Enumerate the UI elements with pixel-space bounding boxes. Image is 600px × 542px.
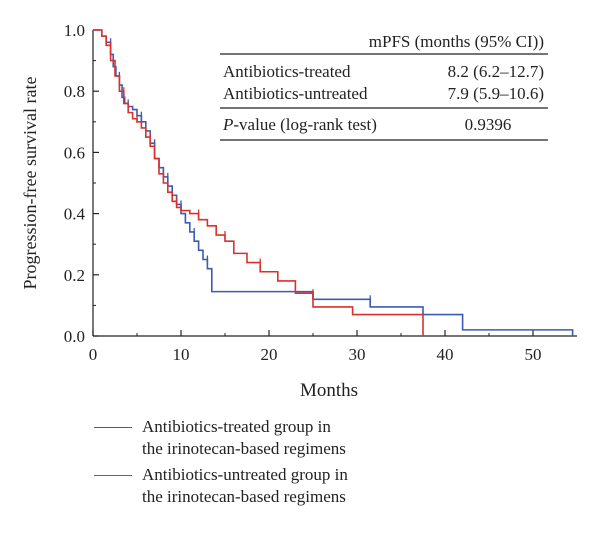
y-tick-label: 0.8 <box>64 82 85 101</box>
y-tick-label: 0.0 <box>64 327 85 346</box>
legend-label-untreated-line1: Antibiotics-untreated group in <box>142 465 348 484</box>
legend-label-treated-line2: the irinotecan-based regimens <box>142 439 346 458</box>
pvalue-value: 0.9396 <box>465 115 512 134</box>
x-tick-label: 50 <box>525 345 542 364</box>
y-tick-label: 0.6 <box>64 143 85 162</box>
table-row-value: 7.9 (5.9–10.6) <box>448 84 544 103</box>
x-tick-label: 20 <box>261 345 278 364</box>
legend-item-untreated: Antibiotics-untreated group in the irino… <box>94 464 348 508</box>
survival-chart: 0.0 0.2 0.4 0.6 0.8 1.0 0 10 20 30 40 50 Months Progr… <box>20 21 577 401</box>
pvalue-label-rest: -value (log-rank test) <box>233 115 377 134</box>
pvalue-label: P-value (log-rank test) <box>222 115 377 134</box>
x-tick-label: 10 <box>173 345 190 364</box>
legend: Antibiotics-treated group in the irinote… <box>94 416 348 512</box>
legend-label-treated-line1: Antibiotics-treated group in <box>142 417 331 436</box>
x-tick-label: 0 <box>89 345 98 364</box>
pvalue-label-italic: P <box>222 115 233 134</box>
table-row-label: Antibiotics-untreated <box>223 84 368 103</box>
series-group <box>93 29 574 336</box>
table-header: mPFS (months (95% CI)) <box>369 32 544 51</box>
y-axis-label: Progression-free survival rate <box>20 77 40 290</box>
y-tick-label: 0.4 <box>64 205 86 224</box>
y-tick-label: 1.0 <box>64 21 85 40</box>
legend-item-treated: Antibiotics-treated group in the irinote… <box>94 416 348 460</box>
axes: 0.0 0.2 0.4 0.6 0.8 1.0 0 10 20 30 40 50 Months Progr… <box>20 21 577 401</box>
legend-swatch-treated <box>94 427 132 428</box>
legend-label-untreated-line2: the irinotecan-based regimens <box>142 487 346 506</box>
y-tick-label: 0.2 <box>64 266 85 285</box>
table-row-label: Antibiotics-treated <box>223 62 351 81</box>
mpfs-table: mPFS (months (95% CI)) Antibiotics-treate… <box>220 32 548 141</box>
x-axis-label: Months <box>300 380 358 401</box>
legend-swatch-untreated <box>94 475 132 476</box>
x-tick-label: 40 <box>437 345 454 364</box>
table-row-value: 8.2 (6.2–12.7) <box>448 62 544 81</box>
x-tick-label: 30 <box>349 345 366 364</box>
